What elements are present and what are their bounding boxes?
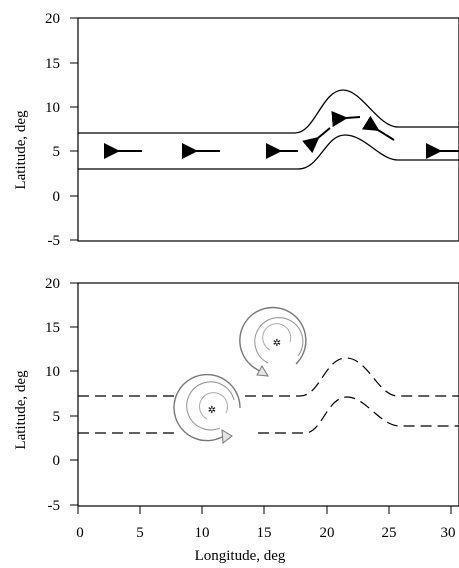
flow-arrow-icon [331,111,361,127]
bottom-panel: 20 15 10 5 0 -5 Latitude, deg 0 5 10 15 … [13,276,459,564]
bottom-panel-frame [77,282,459,507]
bottom-ytick-label: 15 [45,320,60,336]
bottom-yaxis: 20 15 10 5 0 -5 Latitude, deg [13,276,78,514]
vortex-middle-arc-icon [254,317,304,364]
bottom-ytick-label: 0 [53,453,61,469]
top-channel-south-edge [78,134,459,170]
flow-arrow-icon [302,127,331,154]
top-ytick-label: -5 [48,233,61,249]
xtick-label: 25 [382,525,397,541]
vortex-arrowhead-icon [256,365,269,377]
bottom-ytick-label: 5 [53,409,61,425]
top-panel-frame [77,17,459,242]
bottom-ytick-label: -5 [48,498,61,514]
xtick-label: 0 [76,525,84,541]
bottom-channel-south-edge [78,396,459,434]
vortex-upper: ✲ [239,306,307,377]
xtick-label: 30 [441,525,456,541]
top-flow-arrows [104,111,459,159]
vortex-inner-arc-icon [262,323,292,351]
bottom-ytick-label: 10 [45,364,60,380]
xtick-label: 5 [136,525,144,541]
xtick-label: 10 [195,525,210,541]
top-ytick-label: 0 [53,189,61,205]
vortex-middle-arc-icon [186,381,235,431]
vortex-lower: ✲ [173,373,241,444]
top-channel-north-edge [78,89,459,134]
top-ylabel: Latitude, deg [13,110,29,190]
vortex-arrowhead-icon [221,429,233,444]
xlabel: Longitude, deg [195,548,286,564]
vortex-center-icon: ✲ [273,338,281,349]
flow-arrow-icon [361,115,395,141]
top-panel: 20 15 10 5 0 -5 Latitude, deg [13,11,459,249]
vortex-center-icon: ✲ [208,405,216,416]
top-ytick-label: 5 [53,144,61,160]
top-yaxis: 20 15 10 5 0 -5 Latitude, deg [13,11,78,249]
vortex-inner-arc-icon [199,392,229,420]
xtick-label: 20 [320,525,335,541]
bottom-channel-north-edge [78,357,459,397]
bottom-ytick-label: 20 [45,276,60,292]
vortex-outer-arc-icon [239,306,307,373]
xtick-label: 15 [257,525,272,541]
bottom-xaxis: 0 5 10 15 20 25 30 Longitude, deg [76,506,456,564]
vortex-outer-arc-icon [173,373,241,442]
top-ytick-label: 20 [45,11,60,27]
bottom-ylabel: Latitude, deg [13,370,29,450]
top-ytick-label: 10 [45,100,60,116]
top-ytick-label: 15 [45,56,60,72]
